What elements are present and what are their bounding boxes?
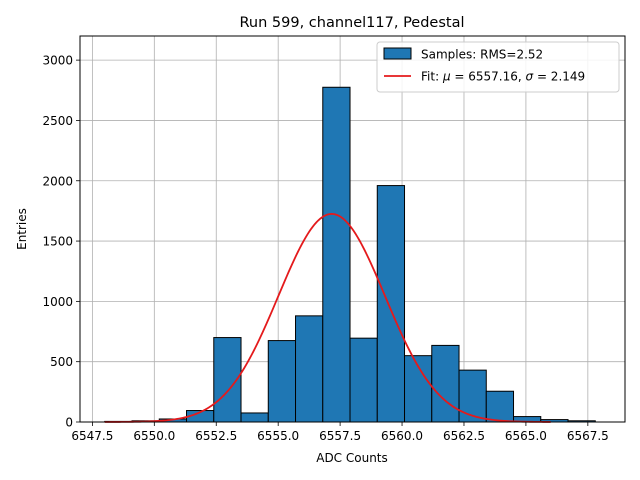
legend-fit-sigma-symbol: σ [526, 70, 534, 84]
x-tick-label: 6565.0 [505, 429, 547, 443]
y-axis-ticks: 0 500 1000 1500 2000 2500 3000 [42, 54, 80, 430]
legend-fit-sigma-text: = 2.149 [533, 70, 585, 84]
x-tick-label: 6562.5 [443, 429, 485, 443]
x-tick-label: 6555.0 [257, 429, 299, 443]
legend-fit-mu-symbol: μ [442, 70, 451, 84]
y-tick-label: 3000 [42, 54, 73, 68]
plot-frame [79, 35, 626, 423]
x-axis-label: ADC Counts [316, 451, 388, 465]
x-tick-label: 6552.5 [195, 429, 237, 443]
x-tick-label: 6547.5 [71, 429, 113, 443]
x-tick-label: 6567.5 [567, 429, 609, 443]
x-axis-ticks: 6547.5 6550.0 6552.5 6555.0 6557.5 6560.0 6562… [71, 422, 609, 443]
histogram-bar [349, 337, 378, 423]
x-tick-label: 6560.0 [381, 429, 423, 443]
y-tick-label: 0 [65, 416, 73, 430]
legend-samples-swatch [383, 47, 412, 60]
histogram-bar [376, 185, 406, 423]
histogram-bar [240, 412, 269, 423]
chart-title: Run 599, channel117, Pedestal [239, 15, 464, 31]
y-axis-label: Entries [15, 208, 29, 250]
fit-curve-layer [104, 213, 551, 423]
x-tick-label: 6557.5 [319, 429, 361, 443]
legend-fit-prefix: Fit: [421, 70, 443, 84]
x-tick-label: 6550.0 [133, 429, 175, 443]
histogram-bar [295, 315, 324, 423]
histogram-bar [431, 344, 460, 423]
y-tick-label: 500 [50, 355, 73, 369]
legend-fit-mu-text: = 6557.16, [451, 70, 526, 84]
histogram-bars [104, 86, 596, 423]
legend-samples-label: Samples: RMS=2.52 [421, 48, 543, 62]
fit-curve [104, 213, 551, 423]
legend-fit-label: Fit: μ = 6557.16, σ = 2.149 [421, 70, 585, 84]
histogram-bar [267, 340, 297, 423]
legend-box [376, 41, 620, 93]
histogram-bar [485, 390, 515, 423]
legend: Samples: RMS=2.52 Fit: μ = 6557.16, σ = … [376, 41, 620, 93]
y-tick-label: 1500 [42, 235, 73, 249]
histogram-bar [322, 86, 351, 423]
y-tick-label: 2500 [42, 114, 73, 128]
y-tick-label: 2000 [42, 174, 73, 188]
y-tick-label: 1000 [42, 295, 73, 309]
histogram-bar [458, 369, 487, 423]
